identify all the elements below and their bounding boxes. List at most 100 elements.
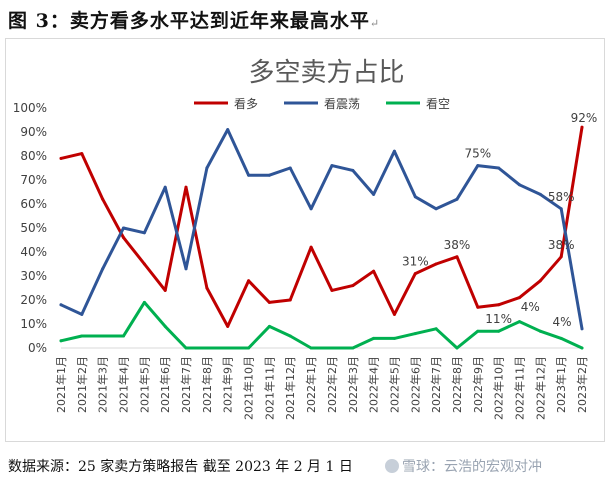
return-mark: ↵ bbox=[369, 17, 381, 30]
data-point bbox=[330, 288, 334, 292]
y-tick-label: 10% bbox=[20, 317, 47, 331]
y-tick-label: 50% bbox=[20, 221, 47, 235]
series-line-0 bbox=[59, 125, 584, 328]
data-point bbox=[122, 334, 126, 338]
data-point bbox=[80, 312, 84, 316]
data-point bbox=[101, 267, 105, 271]
data-point bbox=[330, 164, 334, 168]
data-point bbox=[351, 284, 355, 288]
data-point bbox=[497, 329, 501, 333]
data-point bbox=[559, 255, 563, 259]
x-tick-label: 2022年7月 bbox=[429, 356, 443, 413]
data-point bbox=[80, 152, 84, 156]
y-tick-label: 30% bbox=[20, 269, 47, 283]
y-tick-label: 90% bbox=[20, 125, 47, 139]
data-point bbox=[580, 327, 584, 331]
x-tick-label: 2023年1月 bbox=[554, 356, 568, 413]
data-label: 4% bbox=[552, 315, 571, 329]
data-label: 75% bbox=[464, 147, 491, 161]
x-tick-label: 2021年6月 bbox=[158, 356, 172, 413]
data-point bbox=[163, 288, 167, 292]
data-point bbox=[392, 312, 396, 316]
data-point bbox=[517, 183, 521, 187]
data-point bbox=[247, 279, 251, 283]
data-point bbox=[288, 298, 292, 302]
data-point bbox=[122, 236, 126, 240]
data-point bbox=[434, 327, 438, 331]
y-tick-label: 40% bbox=[20, 245, 47, 259]
legend-label-1: 看震荡 bbox=[324, 97, 360, 111]
data-point bbox=[434, 207, 438, 211]
data-point bbox=[184, 346, 188, 350]
snowball-logo-icon bbox=[385, 459, 399, 473]
data-point bbox=[184, 185, 188, 189]
data-point bbox=[163, 185, 167, 189]
x-tick-label: 2022年9月 bbox=[471, 356, 485, 413]
watermark: 雪球：云浩的宏观对冲 bbox=[385, 456, 542, 476]
x-tick-label: 2021年1月 bbox=[54, 356, 68, 413]
data-point bbox=[142, 231, 146, 235]
x-tick-label: 2022年10月 bbox=[492, 356, 506, 420]
data-point bbox=[517, 320, 521, 324]
data-point bbox=[580, 346, 584, 350]
data-point bbox=[413, 195, 417, 199]
data-point bbox=[538, 279, 542, 283]
y-tick-label: 70% bbox=[20, 173, 47, 187]
data-point bbox=[59, 303, 63, 307]
figure-title-text: 图 3：卖方看多水平达到近年来最高水平 bbox=[8, 10, 370, 32]
x-tick-label: 2022年1月 bbox=[304, 356, 318, 413]
x-tick-label: 2021年10月 bbox=[242, 356, 256, 420]
data-point bbox=[413, 272, 417, 276]
y-tick-label: 20% bbox=[20, 293, 47, 307]
data-point bbox=[247, 346, 251, 350]
x-tick-label: 2022年2月 bbox=[325, 356, 339, 413]
data-label: 92% bbox=[571, 111, 598, 125]
data-point bbox=[351, 168, 355, 172]
x-tick-label: 2022年11月 bbox=[512, 356, 526, 420]
data-point bbox=[372, 336, 376, 340]
series-line-2 bbox=[59, 300, 584, 350]
data-point bbox=[580, 125, 584, 129]
data-label: 4% bbox=[521, 300, 540, 314]
x-tick-label: 2022年5月 bbox=[387, 356, 401, 413]
data-point bbox=[101, 197, 105, 201]
data-point bbox=[288, 334, 292, 338]
data-point bbox=[267, 173, 271, 177]
x-tick-label: 2021年7月 bbox=[179, 356, 193, 413]
watermark-text: 雪球：云浩的宏观对冲 bbox=[402, 459, 542, 475]
data-point bbox=[392, 149, 396, 153]
data-point bbox=[497, 166, 501, 170]
data-point bbox=[476, 329, 480, 333]
series-line-1 bbox=[59, 128, 584, 331]
x-tick-label: 2021年8月 bbox=[200, 356, 214, 413]
data-point bbox=[205, 346, 209, 350]
x-tick-label: 2021年4月 bbox=[117, 356, 131, 413]
data-point bbox=[59, 156, 63, 160]
x-tick-label: 2021年12月 bbox=[283, 356, 297, 420]
data-point bbox=[559, 207, 563, 211]
x-tick-label: 2023年2月 bbox=[575, 356, 589, 413]
x-tick-label: 2021年3月 bbox=[96, 356, 110, 413]
data-point bbox=[372, 269, 376, 273]
data-point bbox=[226, 324, 230, 328]
data-label: 38% bbox=[444, 238, 471, 252]
data-point bbox=[559, 336, 563, 340]
chart-container: 多空卖方占比 看多 看震荡 看空 0% 10% 20% 30% 40% 50% 60% 70% 80% 9… bbox=[5, 38, 605, 442]
data-point bbox=[142, 300, 146, 304]
data-label: 11% bbox=[485, 312, 512, 326]
data-point bbox=[392, 336, 396, 340]
chart-title: 多空卖方占比 bbox=[248, 58, 404, 88]
legend-label-2: 看空 bbox=[426, 97, 450, 111]
source-note: 数据来源：25 家卖方策略报告 截至 2023 年 2 月 1 日 bbox=[8, 459, 353, 475]
data-point bbox=[247, 173, 251, 177]
data-point bbox=[80, 334, 84, 338]
data-point bbox=[309, 346, 313, 350]
data-point bbox=[142, 262, 146, 266]
data-point bbox=[434, 262, 438, 266]
figure-title: 图 3：卖方看多水平达到近年来最高水平↵ bbox=[8, 6, 380, 33]
data-label: 31% bbox=[402, 255, 429, 269]
data-point bbox=[351, 346, 355, 350]
x-tick-label: 2021年5月 bbox=[137, 356, 151, 413]
data-label: 38% bbox=[548, 238, 575, 252]
